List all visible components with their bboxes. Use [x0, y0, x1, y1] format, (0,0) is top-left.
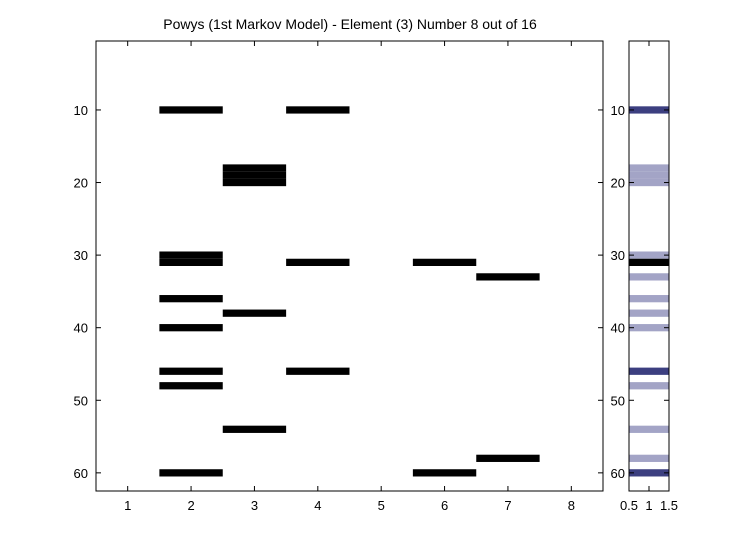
- heatmap-cell: [476, 454, 540, 462]
- colorbar-band: [629, 454, 669, 462]
- colorbar-band: [629, 178, 669, 187]
- colorbar-band: [629, 258, 669, 266]
- colorbar-band: [629, 324, 669, 332]
- side-y-tick-label: 60: [611, 466, 625, 481]
- y-tick-label: 20: [74, 176, 88, 191]
- colorbar-band: [629, 367, 669, 375]
- x-tick-label: 4: [314, 498, 321, 513]
- colorbar-band: [629, 309, 669, 317]
- y-tick-label: 40: [74, 321, 88, 336]
- colorbar-band: [629, 171, 669, 179]
- x-tick-label: 8: [568, 498, 575, 513]
- heatmap-cell: [159, 367, 223, 375]
- colorbar-band: [629, 425, 669, 433]
- side-x-tick-label: 0.5: [620, 498, 638, 513]
- x-tick-label: 7: [504, 498, 511, 513]
- side-colorbar-plot: 0.5 1 1.5 10 20 30 40 50 60: [611, 40, 678, 513]
- heatmap-cell: [159, 382, 223, 390]
- colorbar-band: [629, 251, 669, 259]
- heatmap-cell: [159, 469, 223, 477]
- heatmap-cell: [286, 106, 350, 114]
- colorbar-band: [629, 469, 669, 477]
- colorbar-band: [629, 273, 669, 281]
- x-tick-label: 5: [378, 498, 385, 513]
- y-tick-label: 10: [74, 103, 88, 118]
- main-plot-frame: [95, 40, 604, 492]
- heatmap-cell: [222, 425, 287, 433]
- side-x-tick-label: 1.5: [660, 498, 678, 513]
- heatmap-cell: [159, 324, 223, 332]
- heatmap-cell: [286, 258, 350, 266]
- heatmap-cell: [159, 295, 223, 303]
- colorbar-band: [629, 106, 669, 114]
- chart-title: Powys (1st Markov Model) - Element (3) N…: [163, 16, 537, 32]
- side-y-tick-label: 30: [611, 248, 625, 263]
- heatmap-cell: [159, 251, 223, 259]
- y-tick-label: 60: [74, 466, 88, 481]
- heatmap-cell: [476, 273, 540, 281]
- heatmap-cell: [286, 367, 350, 375]
- x-tick-label: 3: [251, 498, 258, 513]
- y-tick-label: 30: [74, 248, 88, 263]
- side-y-tick-label: 10: [611, 103, 625, 118]
- x-tick-label: 6: [441, 498, 448, 513]
- heatmap-cell: [222, 309, 287, 317]
- heatmap-cell: [222, 164, 287, 172]
- y-tick-label: 50: [74, 393, 88, 408]
- heatmap-cell: [222, 178, 287, 187]
- side-x-tick-label: 1: [645, 498, 652, 513]
- heatmap-cell: [159, 106, 223, 114]
- heatmap-cell: [222, 171, 287, 179]
- heatmap-cell: [412, 469, 477, 477]
- colorbar-band: [629, 295, 669, 303]
- side-y-tick-label: 20: [611, 176, 625, 191]
- main-plot: 1 2 3 4 5 6 7 8 10 20 30 40 50 60: [74, 40, 604, 513]
- side-y-tick-label: 50: [611, 393, 625, 408]
- heatmap-cell: [412, 258, 477, 266]
- heatmap-cell: [159, 258, 223, 266]
- colorbar-band: [629, 382, 669, 390]
- x-tick-label: 2: [187, 498, 194, 513]
- side-y-tick-label: 40: [611, 321, 625, 336]
- x-tick-label: 1: [124, 498, 131, 513]
- colorbar-band: [629, 164, 669, 172]
